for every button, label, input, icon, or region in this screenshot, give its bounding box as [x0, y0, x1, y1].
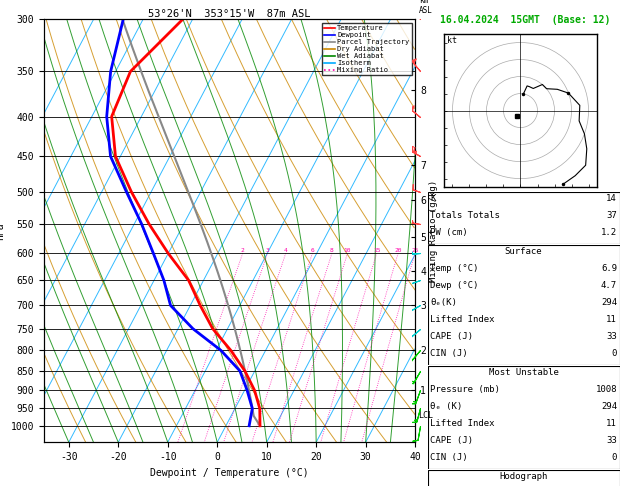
- Text: CIN (J): CIN (J): [430, 349, 468, 359]
- Legend: Temperature, Dewpoint, Parcel Trajectory, Dry Adiabat, Wet Adiabat, Isotherm, Mi: Temperature, Dewpoint, Parcel Trajectory…: [322, 23, 411, 75]
- Text: 8: 8: [330, 248, 334, 253]
- Text: CIN (J): CIN (J): [430, 453, 468, 463]
- Text: 37: 37: [606, 211, 617, 221]
- Text: 25: 25: [411, 248, 419, 253]
- Text: 20: 20: [394, 248, 402, 253]
- Text: 4.7: 4.7: [601, 281, 617, 291]
- Text: 33: 33: [606, 436, 617, 446]
- Text: 10: 10: [343, 248, 351, 253]
- Text: 1008: 1008: [596, 385, 617, 395]
- Text: CAPE (J): CAPE (J): [430, 332, 473, 342]
- Text: θₑ(K): θₑ(K): [430, 298, 457, 308]
- Text: 0: 0: [611, 453, 617, 463]
- Text: 14: 14: [606, 194, 617, 204]
- Text: km
ASL: km ASL: [419, 0, 433, 15]
- Text: 6: 6: [311, 248, 314, 253]
- Text: 11: 11: [606, 315, 617, 325]
- Text: Totals Totals: Totals Totals: [430, 211, 500, 221]
- Text: 0: 0: [611, 349, 617, 359]
- Text: CAPE (J): CAPE (J): [430, 436, 473, 446]
- Text: 33: 33: [606, 332, 617, 342]
- Text: Temp (°C): Temp (°C): [430, 264, 479, 274]
- Text: Dewp (°C): Dewp (°C): [430, 281, 479, 291]
- Text: Lifted Index: Lifted Index: [430, 315, 495, 325]
- Text: θₑ (K): θₑ (K): [430, 402, 462, 412]
- Text: 15: 15: [373, 248, 381, 253]
- Text: 1.2: 1.2: [601, 228, 617, 238]
- Text: kt: kt: [447, 35, 457, 45]
- Text: Pressure (mb): Pressure (mb): [430, 385, 500, 395]
- Text: 6.9: 6.9: [601, 264, 617, 274]
- Y-axis label: hPa: hPa: [0, 222, 5, 240]
- Text: Lifted Index: Lifted Index: [430, 419, 495, 429]
- Text: LCL: LCL: [418, 411, 433, 420]
- Text: 11: 11: [606, 419, 617, 429]
- Text: 2: 2: [241, 248, 245, 253]
- Text: 4: 4: [284, 248, 287, 253]
- Text: 3: 3: [265, 248, 269, 253]
- Text: Surface: Surface: [505, 247, 542, 257]
- Text: 16.04.2024  15GMT  (Base: 12): 16.04.2024 15GMT (Base: 12): [440, 15, 610, 25]
- Text: 294: 294: [601, 298, 617, 308]
- Text: 294: 294: [601, 402, 617, 412]
- Text: Most Unstable: Most Unstable: [489, 368, 559, 378]
- Title: 53°26'N  353°15'W  87m ASL: 53°26'N 353°15'W 87m ASL: [148, 9, 311, 18]
- Text: Hodograph: Hodograph: [499, 472, 548, 482]
- X-axis label: Dewpoint / Temperature (°C): Dewpoint / Temperature (°C): [150, 468, 309, 478]
- Y-axis label: Mixing Ratio (g/kg): Mixing Ratio (g/kg): [428, 180, 438, 282]
- Text: PW (cm): PW (cm): [430, 228, 468, 238]
- Text: K: K: [430, 194, 436, 204]
